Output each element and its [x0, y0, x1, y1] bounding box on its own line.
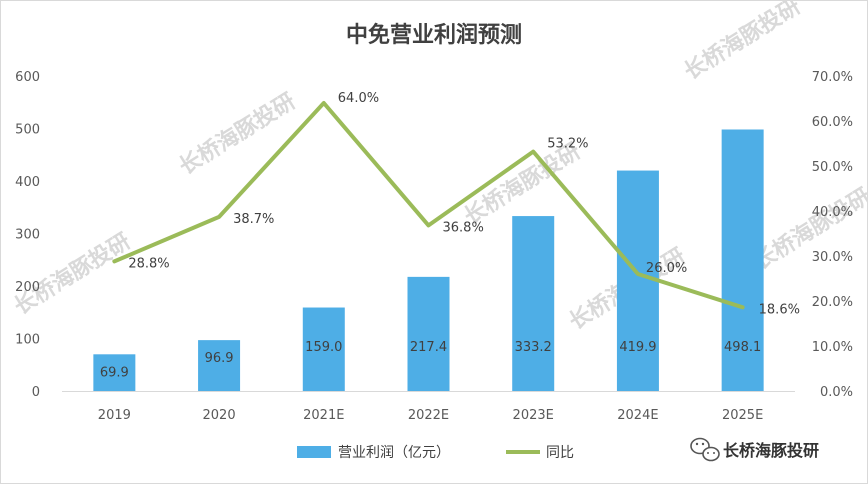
line-data-label: 28.8% — [128, 256, 169, 271]
x-tick-label: 2025E — [722, 408, 763, 423]
line-series — [112, 101, 745, 310]
line-data-label: 53.2% — [547, 137, 588, 152]
bar-data-labels: 69.9 96.9 159.0 217.4 333.2 419.9 498.1 — [100, 340, 761, 380]
line-data-labels: 28.8% 38.7% 64.0% 36.8% 53.2% 26.0% 18.6% — [128, 91, 800, 317]
x-axis: 2019 2020 2021E 2022E 2023E 2024E 2025E — [98, 408, 763, 423]
bar — [721, 129, 764, 391]
y-right-tick-label: 60.0% — [812, 115, 853, 130]
y-left-tick-label: 100 — [15, 333, 40, 348]
bar-data-label: 159.0 — [305, 340, 342, 355]
bar — [407, 276, 450, 391]
y-left-tick-label: 500 — [15, 123, 40, 138]
chart-legend: 营业利润（亿元） 同比 — [297, 445, 574, 461]
y-right-tick-label: 10.0% — [812, 340, 853, 355]
line-path — [112, 101, 745, 310]
y-left-tick-label: 200 — [15, 280, 40, 295]
y-right-tick-label: 0.0% — [820, 385, 853, 400]
bar — [302, 307, 345, 391]
bar — [512, 216, 555, 391]
x-tick-label: 2023E — [513, 408, 554, 423]
wechat-icon — [690, 437, 720, 462]
bar-data-label: 419.9 — [619, 340, 656, 355]
line-data-label: 18.6% — [759, 302, 800, 317]
y-right-tick-label: 50.0% — [812, 160, 853, 175]
bar-data-label: 69.9 — [100, 365, 129, 380]
brand-logo: 长桥海豚投研 — [690, 437, 819, 462]
y-axis-left: 0 100 200 300 400 500 600 — [15, 70, 40, 400]
y-left-tick-label: 600 — [15, 70, 40, 85]
bar — [616, 170, 659, 391]
x-tick-label: 2019 — [98, 408, 131, 423]
bar-data-label: 333.2 — [515, 340, 552, 355]
legend-bar-label: 营业利润（亿元） — [338, 445, 450, 461]
bar-data-label: 96.9 — [205, 351, 234, 366]
bar-series — [93, 129, 764, 391]
line-data-label: 38.7% — [233, 212, 274, 227]
x-tick-label: 2024E — [617, 408, 658, 423]
y-right-tick-label: 40.0% — [812, 205, 853, 220]
x-tick-label: 2021E — [303, 408, 344, 423]
brand-name: 长桥海豚投研 — [723, 441, 819, 460]
y-left-tick-label: 0 — [32, 385, 40, 400]
y-axis-right: 0.0% 10.0% 20.0% 30.0% 40.0% 50.0% 60.0% 70.0% — [812, 70, 853, 400]
y-right-tick-label: 30.0% — [812, 250, 853, 265]
line-data-label: 26.0% — [646, 261, 687, 276]
line-data-label: 64.0% — [338, 91, 379, 106]
y-left-tick-label: 400 — [15, 175, 40, 190]
y-left-tick-label: 300 — [15, 228, 40, 243]
legend-line-label: 同比 — [546, 445, 574, 461]
y-right-tick-label: 20.0% — [812, 295, 853, 310]
bar-data-label: 498.1 — [724, 340, 761, 355]
x-tick-label: 2022E — [408, 408, 449, 423]
y-right-tick-label: 70.0% — [812, 70, 853, 85]
bar — [198, 340, 241, 391]
chart-title: 中免营业利润预测 — [346, 22, 522, 48]
legend-bar-swatch — [297, 446, 331, 458]
x-tick-label: 2020 — [203, 408, 236, 423]
line-data-label: 36.8% — [443, 220, 484, 235]
bar-data-label: 217.4 — [410, 340, 447, 355]
bar — [93, 354, 136, 391]
